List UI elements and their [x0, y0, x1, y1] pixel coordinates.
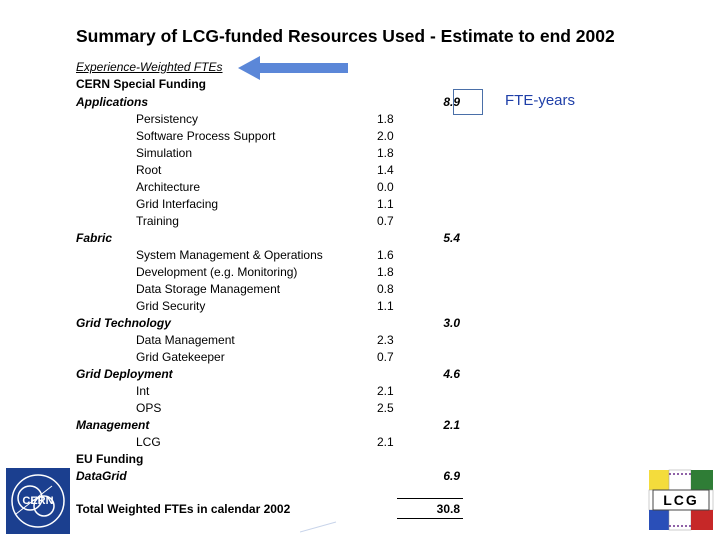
- category-fabric: Fabric: [76, 231, 113, 245]
- cern-logo-icon: CERN: [6, 468, 70, 534]
- total-value: 30.8: [436, 502, 460, 516]
- item-label: Grid Security: [136, 299, 206, 313]
- item-value: 1.1: [377, 197, 394, 211]
- item-label: Data Management: [136, 333, 235, 347]
- lcg-logo-icon: LCG: [648, 469, 714, 531]
- item-value: 1.6: [377, 248, 394, 262]
- category-total-grid-deployment: 4.6: [443, 367, 460, 381]
- left-arrow-icon: [238, 56, 348, 80]
- item-value: 2.3: [377, 333, 394, 347]
- item-label: Architecture: [136, 180, 201, 194]
- cern-funding-heading: CERN Special Funding: [76, 77, 207, 91]
- item-label: LCG: [136, 435, 161, 449]
- item-label: Root: [136, 163, 162, 177]
- lcg-logo-text: LCG: [663, 492, 699, 508]
- item-value: 1.4: [377, 163, 394, 177]
- footer-line: [300, 521, 337, 533]
- item-label: Development (e.g. Monitoring): [136, 265, 298, 279]
- category-grid-deployment: Grid Deployment: [76, 367, 173, 381]
- item-value: 0.7: [377, 214, 394, 228]
- item-label: Int: [136, 384, 150, 398]
- total-separator-bottom: [397, 518, 463, 519]
- category-total-applications: 8.9: [443, 95, 460, 109]
- total-label: Total Weighted FTEs in calendar 2002: [76, 502, 291, 516]
- category-total-grid-technology: 3.0: [443, 316, 460, 330]
- item-value: 2.5: [377, 401, 394, 415]
- item-value: 1.8: [377, 146, 394, 160]
- item-label: Simulation: [136, 146, 193, 160]
- category-total-fabric: 5.4: [443, 231, 460, 245]
- category-applications: Applications: [76, 95, 149, 109]
- item-label: Data Storage Management: [136, 282, 281, 296]
- category-grid-technology: Grid Technology: [76, 316, 171, 330]
- subtitle: Experience-Weighted FTEs: [76, 60, 223, 74]
- category-total-management: 2.1: [443, 418, 460, 432]
- cern-logo-text: CERN: [22, 495, 53, 507]
- item-value: 1.8: [377, 112, 394, 126]
- page-title: Summary of LCG-funded Resources Used - E…: [76, 26, 615, 46]
- item-value: 0.0: [377, 180, 394, 194]
- item-label: Training: [136, 214, 179, 228]
- item-value: 0.8: [377, 282, 394, 296]
- item-value: 1.8: [377, 265, 394, 279]
- item-label: Persistency: [136, 112, 199, 126]
- category-management: Management: [76, 418, 150, 432]
- item-value: 2.0: [377, 129, 394, 143]
- category-total-datagrid: 6.9: [443, 469, 460, 483]
- item-value: 1.1: [377, 299, 394, 313]
- category-datagrid: DataGrid: [76, 469, 127, 483]
- item-label: Grid Interfacing: [136, 197, 219, 211]
- item-label: Software Process Support: [136, 129, 276, 143]
- item-value: 2.1: [377, 384, 394, 398]
- eu-funding-heading: EU Funding: [76, 452, 144, 466]
- item-value: 2.1: [377, 435, 394, 449]
- highlight-box: [453, 89, 483, 115]
- item-label: OPS: [136, 401, 162, 415]
- unit-label: FTE-years: [505, 92, 576, 109]
- item-label: System Management & Operations: [136, 248, 323, 262]
- total-separator-top: [397, 498, 463, 499]
- item-value: 0.7: [377, 350, 394, 364]
- item-label: Grid Gatekeeper: [136, 350, 225, 364]
